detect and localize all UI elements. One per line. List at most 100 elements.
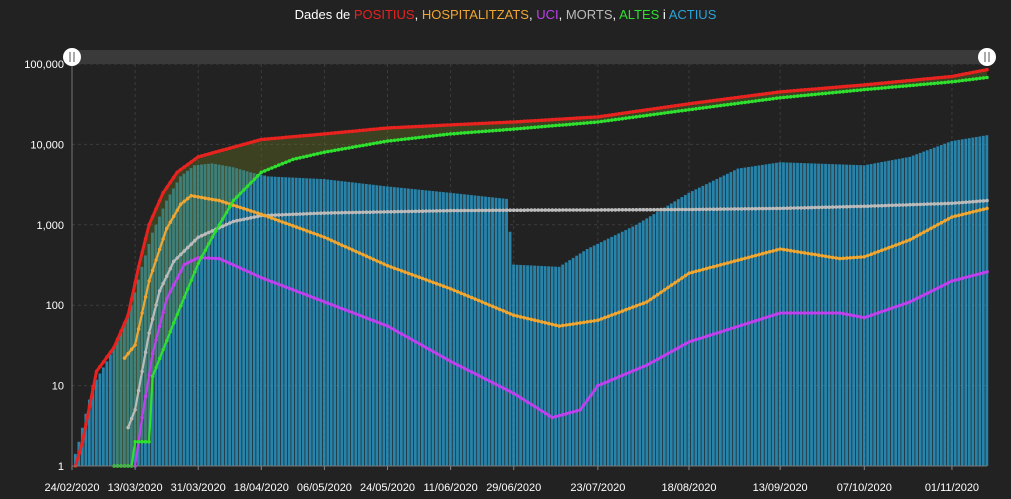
point-hospitalitzats — [929, 226, 933, 231]
bar-actius — [154, 224, 158, 466]
point-positius — [504, 120, 509, 125]
point-uci — [743, 322, 747, 326]
point-morts — [301, 212, 306, 216]
point-uci — [575, 409, 579, 413]
point-hospitalitzats — [217, 198, 221, 203]
point-morts — [277, 213, 281, 217]
point-morts — [469, 208, 474, 213]
point-altes — [277, 163, 281, 167]
point-positius — [199, 154, 204, 158]
point-positius — [431, 123, 435, 128]
bar-actius — [361, 183, 365, 466]
point-morts — [434, 209, 439, 213]
point-positius — [364, 128, 369, 132]
chart-title-part: ALTES — [619, 7, 660, 22]
point-morts — [427, 209, 432, 213]
point-uci — [862, 315, 867, 320]
range-slider[interactable] — [63, 48, 996, 66]
point-hospitalitzats — [154, 258, 158, 262]
point-morts — [883, 203, 888, 208]
point-positius — [757, 92, 761, 97]
point-positius — [845, 84, 849, 89]
point-hospitalitzats — [196, 195, 200, 199]
point-positius — [108, 350, 113, 354]
point-morts — [178, 252, 183, 257]
point-uci — [953, 278, 958, 282]
point-altes — [932, 81, 937, 86]
x-tick-label: 29/06/2020 — [486, 482, 541, 494]
point-altes — [561, 123, 565, 127]
point-morts — [617, 208, 621, 212]
point-morts — [606, 208, 611, 212]
range-handle-left[interactable] — [63, 48, 81, 66]
point-altes — [746, 100, 751, 104]
point-positius — [287, 135, 292, 139]
point-morts — [757, 206, 761, 211]
point-hospitalitzats — [122, 356, 127, 360]
point-positius — [869, 82, 874, 86]
point-hospitalitzats — [904, 239, 909, 243]
point-positius — [203, 153, 207, 157]
point-altes — [585, 121, 590, 125]
range-slider-track[interactable] — [72, 50, 987, 64]
point-altes — [978, 76, 982, 81]
point-hospitalitzats — [350, 248, 355, 252]
point-positius — [795, 88, 800, 93]
point-positius — [357, 128, 362, 133]
bar-actius — [452, 193, 456, 466]
point-morts — [554, 208, 558, 212]
point-altes — [645, 113, 649, 118]
point-hospitalitzats — [894, 243, 898, 247]
point-altes — [985, 75, 989, 80]
point-altes — [168, 330, 172, 334]
point-hospitalitzats — [312, 231, 316, 236]
point-positius — [750, 93, 754, 98]
point-morts — [452, 208, 456, 213]
point-hospitalitzats — [224, 201, 229, 205]
point-altes — [466, 130, 470, 135]
bar-actius — [683, 194, 687, 466]
range-handle-right[interactable] — [978, 48, 996, 66]
point-uci — [771, 313, 775, 318]
bar-actius — [964, 138, 968, 466]
point-hospitalitzats — [340, 243, 344, 247]
point-uci — [441, 355, 446, 360]
point-altes — [627, 115, 632, 120]
point-altes — [217, 223, 221, 227]
point-morts — [126, 425, 130, 430]
point-altes — [901, 84, 905, 88]
point-uci — [596, 383, 600, 388]
bar-actius — [245, 171, 249, 466]
point-hospitalitzats — [424, 278, 428, 282]
chart-title-part: , — [528, 7, 537, 22]
point-altes — [361, 143, 365, 148]
point-altes — [298, 156, 302, 160]
point-altes — [936, 81, 940, 85]
point-uci — [312, 296, 316, 300]
point-altes — [652, 112, 656, 117]
point-altes — [596, 120, 600, 124]
point-hospitalitzats — [585, 320, 590, 324]
point-morts — [466, 208, 470, 213]
point-uci — [785, 311, 789, 315]
point-uci — [417, 341, 421, 346]
point-positius — [277, 136, 281, 140]
point-uci — [711, 332, 716, 336]
point-hospitalitzats — [743, 256, 747, 261]
point-morts — [943, 201, 947, 206]
x-tick-label: 01/11/2020 — [925, 482, 979, 494]
bar-actius — [575, 255, 579, 466]
point-altes — [410, 136, 414, 141]
point-uci — [501, 386, 506, 390]
point-uci — [459, 364, 463, 369]
point-uci — [196, 255, 200, 260]
point-positius — [518, 119, 523, 124]
point-positius — [382, 126, 386, 131]
y-tick-label: 1 — [58, 461, 64, 473]
point-uci — [666, 351, 670, 356]
point-positius — [760, 92, 765, 96]
point-altes — [704, 105, 709, 110]
point-positius — [753, 93, 758, 97]
point-hospitalitzats — [620, 309, 625, 313]
point-altes — [894, 85, 898, 89]
